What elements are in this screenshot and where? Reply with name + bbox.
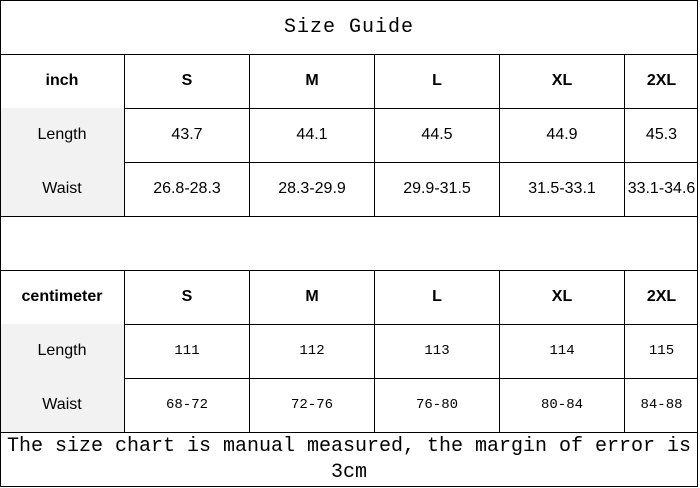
inch-value-cell: 44.9 <box>500 108 625 163</box>
cm-row-label: Length <box>0 324 125 379</box>
table-title: Size Guide <box>0 0 698 55</box>
inch-value-cell: 28.3-29.9 <box>250 162 375 217</box>
inch-value-cell: 45.3 <box>625 108 698 163</box>
cm-size-header: M <box>250 270 375 325</box>
inch-size-header: M <box>250 54 375 109</box>
spacer-row <box>0 216 698 271</box>
cm-value-cell: 68-72 <box>125 378 250 433</box>
cm-value-cell: 111 <box>125 324 250 379</box>
inch-size-header: L <box>375 54 500 109</box>
inch-size-header: XL <box>500 54 625 109</box>
cm-size-header: S <box>125 270 250 325</box>
cm-size-header: XL <box>500 270 625 325</box>
cm-size-header: L <box>375 270 500 325</box>
inch-value-cell: 26.8-28.3 <box>125 162 250 217</box>
inch-value-cell: 31.5-33.1 <box>500 162 625 217</box>
inch-value-cell: 43.7 <box>125 108 250 163</box>
cm-value-cell: 114 <box>500 324 625 379</box>
cm-value-cell: 84-88 <box>625 378 698 433</box>
footer-note: The size chart is manual measured, the m… <box>6 435 692 484</box>
cm-value-cell: 115 <box>625 324 698 379</box>
inch-row-label: Waist <box>0 162 125 217</box>
inch-value-cell: 33.1-34.6 <box>625 162 698 217</box>
inch-size-header: S <box>125 54 250 109</box>
cm-value-cell: 72-76 <box>250 378 375 433</box>
inch-value-cell: 29.9-31.5 <box>375 162 500 217</box>
inch-value-cell: 44.1 <box>250 108 375 163</box>
cm-value-cell: 113 <box>375 324 500 379</box>
cm-value-cell: 76-80 <box>375 378 500 433</box>
cm-row-label: Waist <box>0 378 125 433</box>
cm-size-header: 2XL <box>625 270 698 325</box>
cm-value-cell: 112 <box>250 324 375 379</box>
inch-size-header: 2XL <box>625 54 698 109</box>
cm-value-cell: 80-84 <box>500 378 625 433</box>
inch-value-cell: 44.5 <box>375 108 500 163</box>
